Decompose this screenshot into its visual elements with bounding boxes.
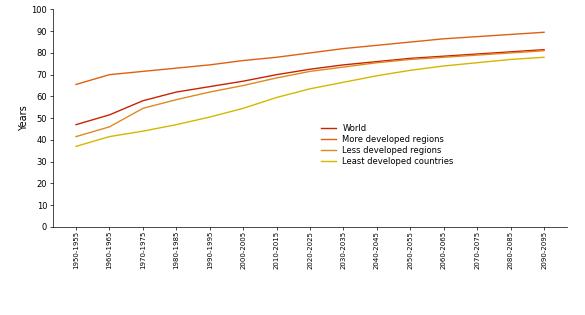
Less developed regions xyxy=(541,49,548,53)
Least developed countries xyxy=(474,61,481,65)
More developed regions xyxy=(441,37,448,41)
More developed regions xyxy=(307,51,314,55)
Less developed regions xyxy=(340,65,347,69)
Least developed countries xyxy=(106,135,113,139)
Less developed regions xyxy=(507,51,514,55)
Least developed countries xyxy=(407,68,414,72)
Y-axis label: Years: Years xyxy=(19,105,29,131)
World xyxy=(139,99,146,103)
Less developed regions xyxy=(173,98,180,101)
Line: Less developed regions: Less developed regions xyxy=(76,51,544,137)
Less developed regions xyxy=(441,55,448,59)
World xyxy=(273,73,280,77)
Less developed regions xyxy=(207,90,214,94)
More developed regions xyxy=(106,73,113,77)
Least developed countries xyxy=(207,115,214,119)
World xyxy=(173,90,180,94)
More developed regions xyxy=(273,55,280,59)
World xyxy=(441,54,448,58)
Line: World: World xyxy=(76,50,544,125)
Less developed regions xyxy=(407,58,414,61)
Least developed countries xyxy=(373,74,380,77)
More developed regions xyxy=(139,70,146,73)
World xyxy=(207,85,214,89)
World xyxy=(106,113,113,117)
Less developed regions xyxy=(273,76,280,80)
Less developed regions xyxy=(73,135,80,139)
More developed regions xyxy=(407,40,414,44)
Line: Least developed countries: Least developed countries xyxy=(76,57,544,146)
More developed regions xyxy=(541,30,548,34)
Least developed countries xyxy=(173,123,180,127)
More developed regions xyxy=(173,66,180,70)
Least developed countries xyxy=(139,129,146,133)
Least developed countries xyxy=(340,80,347,84)
Less developed regions xyxy=(139,106,146,110)
Least developed countries xyxy=(240,106,247,110)
More developed regions xyxy=(507,32,514,36)
Less developed regions xyxy=(240,83,247,87)
Least developed countries xyxy=(273,95,280,99)
World xyxy=(373,60,380,64)
Less developed regions xyxy=(307,70,314,73)
Least developed countries xyxy=(73,145,80,148)
More developed regions xyxy=(340,47,347,50)
Less developed regions xyxy=(373,61,380,65)
World xyxy=(307,67,314,71)
More developed regions xyxy=(73,83,80,86)
Legend: World, More developed regions, Less developed regions, Least developed countries: World, More developed regions, Less deve… xyxy=(318,121,456,168)
Less developed regions xyxy=(474,53,481,57)
World xyxy=(73,123,80,127)
Least developed countries xyxy=(541,55,548,59)
More developed regions xyxy=(373,43,380,47)
More developed regions xyxy=(240,59,247,62)
Least developed countries xyxy=(307,87,314,91)
World xyxy=(507,50,514,54)
World xyxy=(541,48,548,52)
Line: More developed regions: More developed regions xyxy=(76,32,544,84)
Least developed countries xyxy=(441,64,448,68)
Least developed countries xyxy=(507,58,514,61)
World xyxy=(407,56,414,60)
World xyxy=(340,63,347,67)
More developed regions xyxy=(207,63,214,67)
World xyxy=(240,79,247,83)
More developed regions xyxy=(474,35,481,38)
Less developed regions xyxy=(106,125,113,129)
World xyxy=(474,52,481,56)
